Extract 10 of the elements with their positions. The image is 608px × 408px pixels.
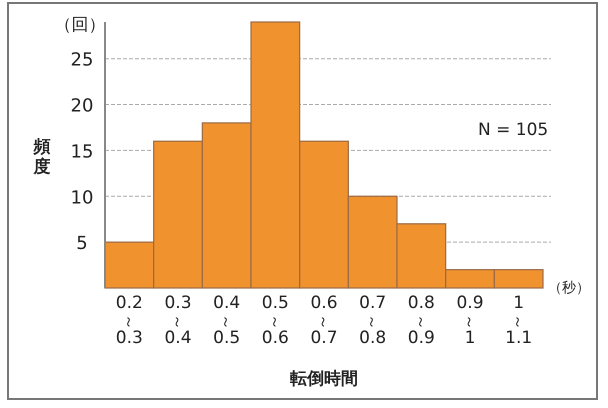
- annotation: （秒）: [548, 280, 590, 296]
- annotation: （回）: [54, 15, 106, 35]
- y-tick-label: 25: [70, 50, 94, 71]
- x-axis-title: 転倒時間: [289, 369, 358, 389]
- y-axis-title: 頻度: [32, 137, 50, 177]
- y-tick-label: 20: [70, 96, 94, 117]
- annotation: N = 105: [478, 120, 548, 140]
- y-tick-label: 10: [70, 187, 94, 208]
- y-tick-label: 15: [70, 141, 94, 162]
- y-tick-label: 5: [76, 233, 88, 254]
